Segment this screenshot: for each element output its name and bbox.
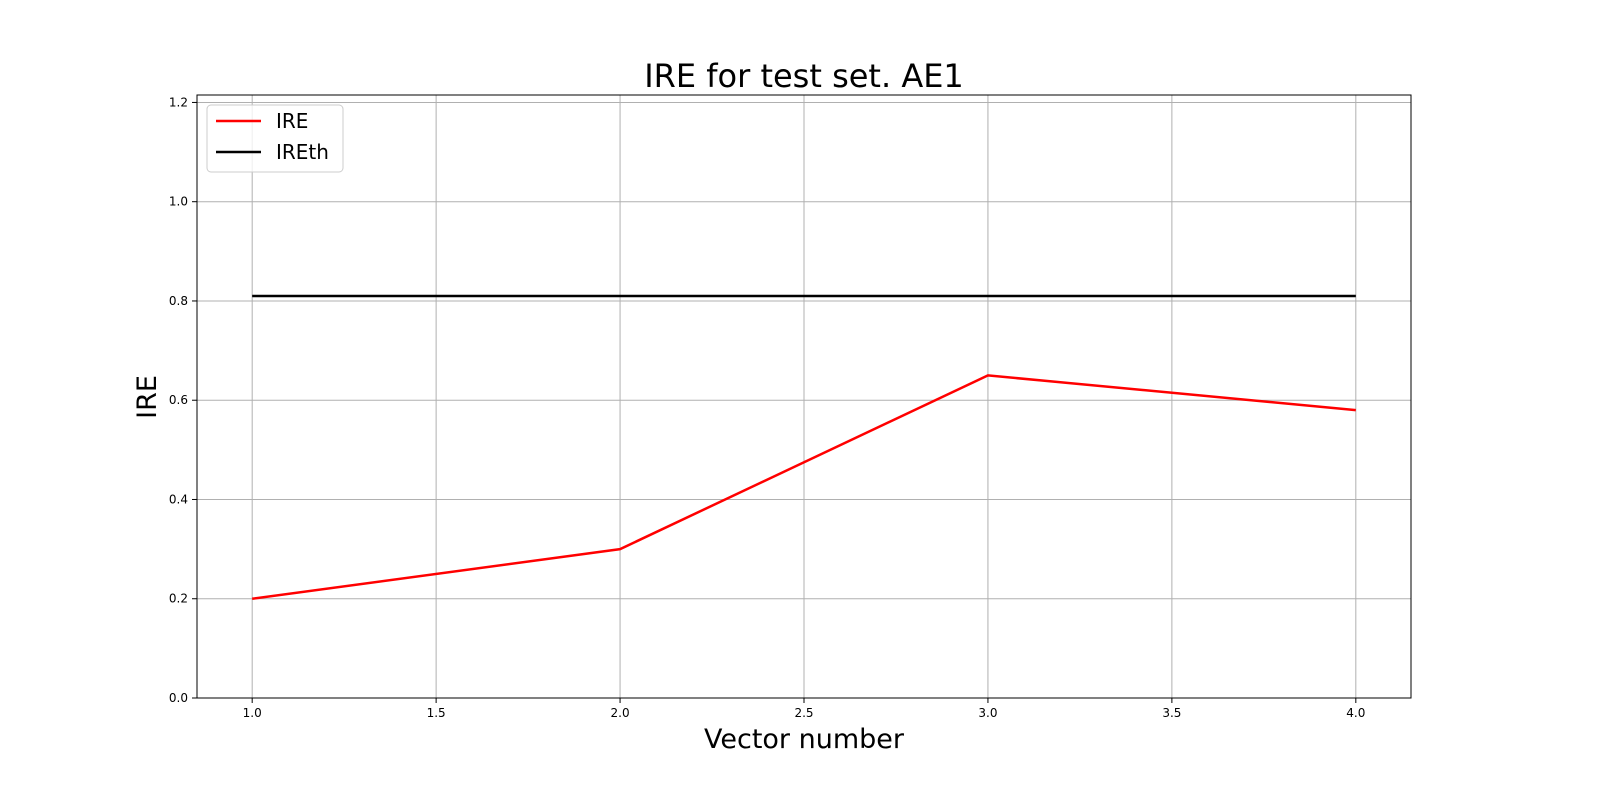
y-tick-label: 0.8 [169,294,188,308]
x-tick-label: 2.5 [794,706,813,720]
y-tick-label: 1.2 [169,95,188,109]
x-tick-label: 4.0 [1346,706,1365,720]
series-line-ire [252,374,1356,600]
chart-title: IRE for test set. AE1 [644,57,964,95]
grid [197,95,1411,699]
series-lines [252,294,1356,600]
y-tick-label: 0.2 [169,592,188,606]
x-tick-label: 1.0 [243,706,262,720]
y-tick-label: 0.4 [169,492,188,506]
y-tick-label: 0.0 [169,691,188,705]
ticks: 1.0 1.5 2.0 2.5 3.0 3.5 4.0 0.0 0.2 0.4 0.6 0.8 1.0 1… [169,95,1365,720]
x-tick-label: 3.5 [1162,706,1181,720]
x-tick-label: 3.0 [978,706,997,720]
y-axis-label: IRE [132,375,163,419]
x-axis-label: Vector number [704,724,905,755]
x-tick-label: 1.5 [427,706,446,720]
legend-label: IREth [276,140,329,164]
legend-label: IRE [276,109,308,133]
y-tick-label: 1.0 [169,195,188,209]
x-tick-label: 2.0 [611,706,630,720]
legend: IRE IREth [206,104,344,173]
y-tick-label: 0.6 [169,393,188,407]
